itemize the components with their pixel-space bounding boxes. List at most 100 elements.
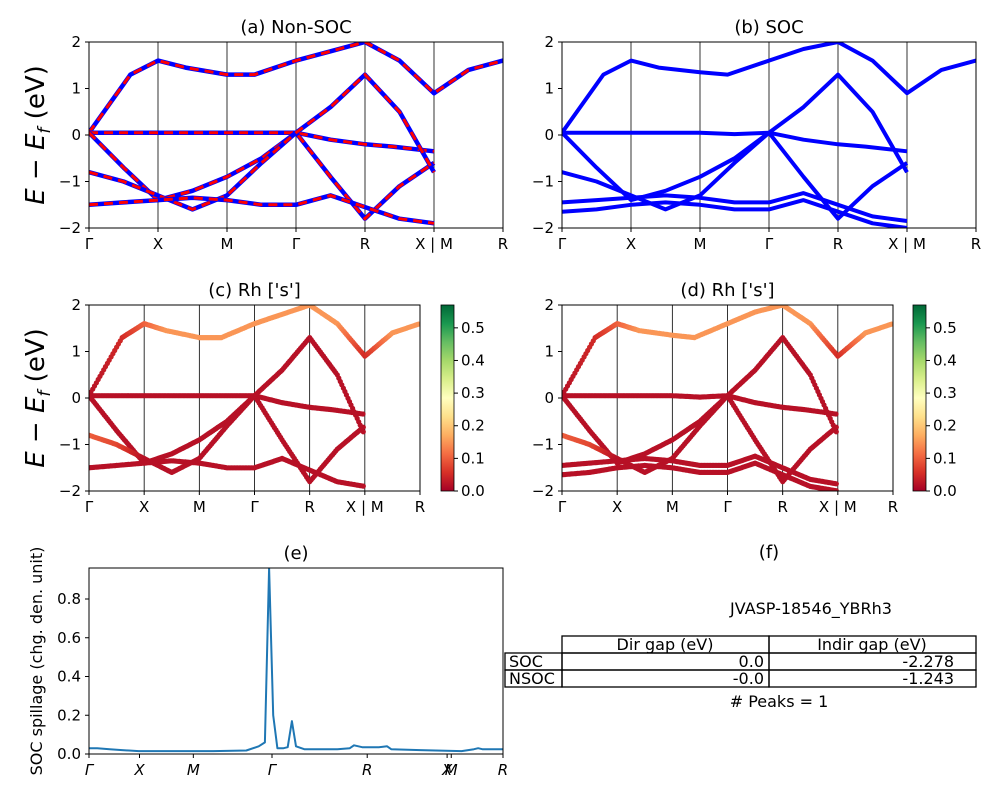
colorbar-tick-label: 0.4 <box>933 351 957 369</box>
y-tick-label: 1 <box>544 80 554 98</box>
colorbar <box>912 304 927 492</box>
table-header-indir-gap: Indir gap (eV) <box>817 635 927 654</box>
y-tick-label: 2 <box>544 33 554 51</box>
x-tick-label: Γ <box>723 498 732 516</box>
x-tick-label: Γ <box>268 761 278 779</box>
x-tick-label: Γ <box>85 761 95 779</box>
x-tick-label: X | M <box>819 498 857 516</box>
band-line <box>562 198 908 228</box>
ylabel-row2: E − Ef (eV) <box>21 328 55 468</box>
panel-c-title: (c) Rh ['s'] <box>208 280 301 301</box>
y-tick-label: 2 <box>71 296 81 314</box>
table-row-nsoc-indir: -1.243 <box>902 669 954 688</box>
x-tick-label: Γ <box>558 498 567 516</box>
axes-frame <box>88 567 504 755</box>
y-tick-label: 0.6 <box>57 629 81 647</box>
colorbar-tick-label: 0.1 <box>933 449 957 467</box>
x-tick-label: X <box>153 235 163 253</box>
band-line <box>562 130 908 154</box>
colorbar-tick-label: 0.3 <box>461 384 485 402</box>
band-line-nonsoc <box>89 193 435 225</box>
colorbar-tick-label: 0.4 <box>461 351 485 369</box>
panel-b-title: (b) SOC <box>734 17 803 38</box>
x-tick-label: Γ <box>292 235 301 253</box>
x-tick-label: R <box>498 761 508 779</box>
band-line <box>562 42 976 134</box>
y-tick-label: −1 <box>59 173 81 191</box>
x-tick-label: X | M <box>346 498 384 516</box>
x-tick-label: X <box>626 235 636 253</box>
band-line-nonsoc <box>89 42 503 134</box>
x-tick-label: R <box>362 761 372 779</box>
y-tick-label: 0 <box>71 389 81 407</box>
band-point <box>888 321 893 327</box>
table-row-nsoc-dir: -0.0 <box>733 669 764 688</box>
panel-d: (d) Rh ['s'] −2 −1 0 1 2 Γ X M Γ R X | M R 0.0 0.1 0.2 0… <box>532 280 957 516</box>
x-tick-label: Γ <box>85 235 94 253</box>
band-line-nonsoc <box>89 72 436 212</box>
peaks-label: # Peaks = 1 <box>730 692 829 711</box>
x-tick-label: R <box>304 498 314 516</box>
x-tick-label: R <box>415 498 425 516</box>
x-tick-label: M <box>445 761 458 779</box>
x-tick-label: X <box>139 498 149 516</box>
y-tick-label: 1 <box>71 343 81 361</box>
ylabel-spillage: SOC spillage (chg. den. unit) <box>27 547 46 776</box>
table-row-soc-dir: 0.0 <box>739 652 764 671</box>
y-tick-label: 1 <box>71 80 81 98</box>
x-tick-label: M <box>666 498 679 516</box>
band-point <box>360 411 366 417</box>
y-tick-label: 1 <box>544 343 554 361</box>
y-tick-label: 0.4 <box>57 668 81 686</box>
panel-f: (f) JVASP-18546_YBRh3 Dir gap (eV) Indir… <box>504 542 977 711</box>
band-line <box>562 191 908 223</box>
colorbar-tick-label: 0.2 <box>461 417 485 435</box>
y-tick-label: 2 <box>71 33 81 51</box>
x-tick-label: X | M <box>415 235 453 253</box>
table-row-soc-indir: -2.278 <box>902 652 954 671</box>
band-line-soc <box>89 72 436 212</box>
x-tick-label: X <box>133 761 145 779</box>
colorbar-tick-label: 0.0 <box>461 482 485 500</box>
x-tick-label: R <box>360 235 370 253</box>
x-tick-label: X | M <box>888 235 926 253</box>
colorbar-tick-label: 0.5 <box>461 319 485 337</box>
panel-b: (b) SOC −2 −1 0 1 2 Γ X M Γ R X | M R <box>532 17 981 253</box>
band-point <box>833 488 839 491</box>
colorbar-tick-label: 0.1 <box>461 449 485 467</box>
y-tick-label: −2 <box>59 482 81 500</box>
y-tick-label: 0 <box>544 126 554 144</box>
panel-f-title: (f) <box>759 542 779 563</box>
table-row-soc-label: SOC <box>509 652 543 671</box>
x-tick-label: Γ <box>85 498 94 516</box>
y-tick-label: −1 <box>59 436 81 454</box>
y-tick-label: −2 <box>532 219 554 237</box>
colorbar-tick-label: 0.3 <box>933 384 957 402</box>
band-point <box>833 429 839 435</box>
x-tick-label: M <box>187 761 200 779</box>
x-tick-label: M <box>193 498 206 516</box>
band-line-nonsoc <box>89 131 435 153</box>
colorbar-tick-label: 0.0 <box>933 482 957 500</box>
x-tick-label: X <box>612 498 622 516</box>
panel-e-title: (e) <box>283 543 308 564</box>
x-tick-label: Γ <box>765 235 774 253</box>
x-tick-label: R <box>833 235 843 253</box>
colorbar-tick-label: 0.2 <box>933 417 957 435</box>
y-tick-label: 0.2 <box>57 706 81 724</box>
x-tick-label: X <box>441 761 453 779</box>
band-point <box>833 481 839 487</box>
ylabel-row1: E − Ef (eV) <box>21 65 55 205</box>
x-tick-label: R <box>777 498 787 516</box>
x-tick-label: R <box>498 235 508 253</box>
panel-a: (a) Non-SOC −2 −1 0 1 2 Γ X M Γ R X | M R <box>59 17 508 253</box>
spillage-line <box>89 568 503 753</box>
colorbar <box>440 304 455 492</box>
band-line-soc <box>89 130 435 154</box>
panel-a-title: (a) Non-SOC <box>240 17 351 38</box>
band-point <box>360 429 366 435</box>
band-point <box>833 411 839 417</box>
x-tick-label: Γ <box>558 235 567 253</box>
